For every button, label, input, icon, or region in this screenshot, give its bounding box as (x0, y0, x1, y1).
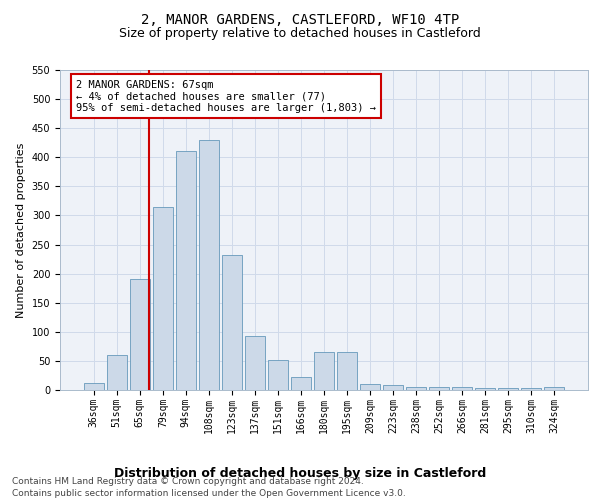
Bar (475, 388, 495, 390)
Bar (337, 352, 357, 390)
Bar (222, 255, 242, 390)
Text: Size of property relative to detached houses in Castleford: Size of property relative to detached ho… (119, 28, 481, 40)
Bar (199, 140, 218, 390)
Bar (406, 387, 426, 390)
Bar (383, 386, 403, 390)
Bar (452, 387, 472, 390)
Bar (291, 377, 311, 390)
Bar (84, 383, 104, 390)
Bar (268, 360, 288, 390)
Bar (176, 152, 196, 390)
Bar (130, 280, 149, 390)
Y-axis label: Number of detached properties: Number of detached properties (16, 142, 26, 318)
Bar (107, 355, 127, 390)
Text: 2, MANOR GARDENS, CASTLEFORD, WF10 4TP: 2, MANOR GARDENS, CASTLEFORD, WF10 4TP (141, 12, 459, 26)
Bar (153, 206, 173, 390)
Bar (544, 387, 564, 390)
Text: Contains HM Land Registry data © Crown copyright and database right 2024.: Contains HM Land Registry data © Crown c… (12, 477, 364, 486)
Bar (499, 388, 518, 390)
Bar (245, 336, 265, 390)
Bar (430, 387, 449, 390)
Text: Distribution of detached houses by size in Castleford: Distribution of detached houses by size … (114, 468, 486, 480)
Text: 2 MANOR GARDENS: 67sqm
← 4% of detached houses are smaller (77)
95% of semi-deta: 2 MANOR GARDENS: 67sqm ← 4% of detached … (76, 80, 376, 113)
Bar (314, 352, 334, 390)
Bar (521, 388, 541, 390)
Bar (360, 384, 380, 390)
Text: Contains public sector information licensed under the Open Government Licence v3: Contains public sector information licen… (12, 488, 406, 498)
